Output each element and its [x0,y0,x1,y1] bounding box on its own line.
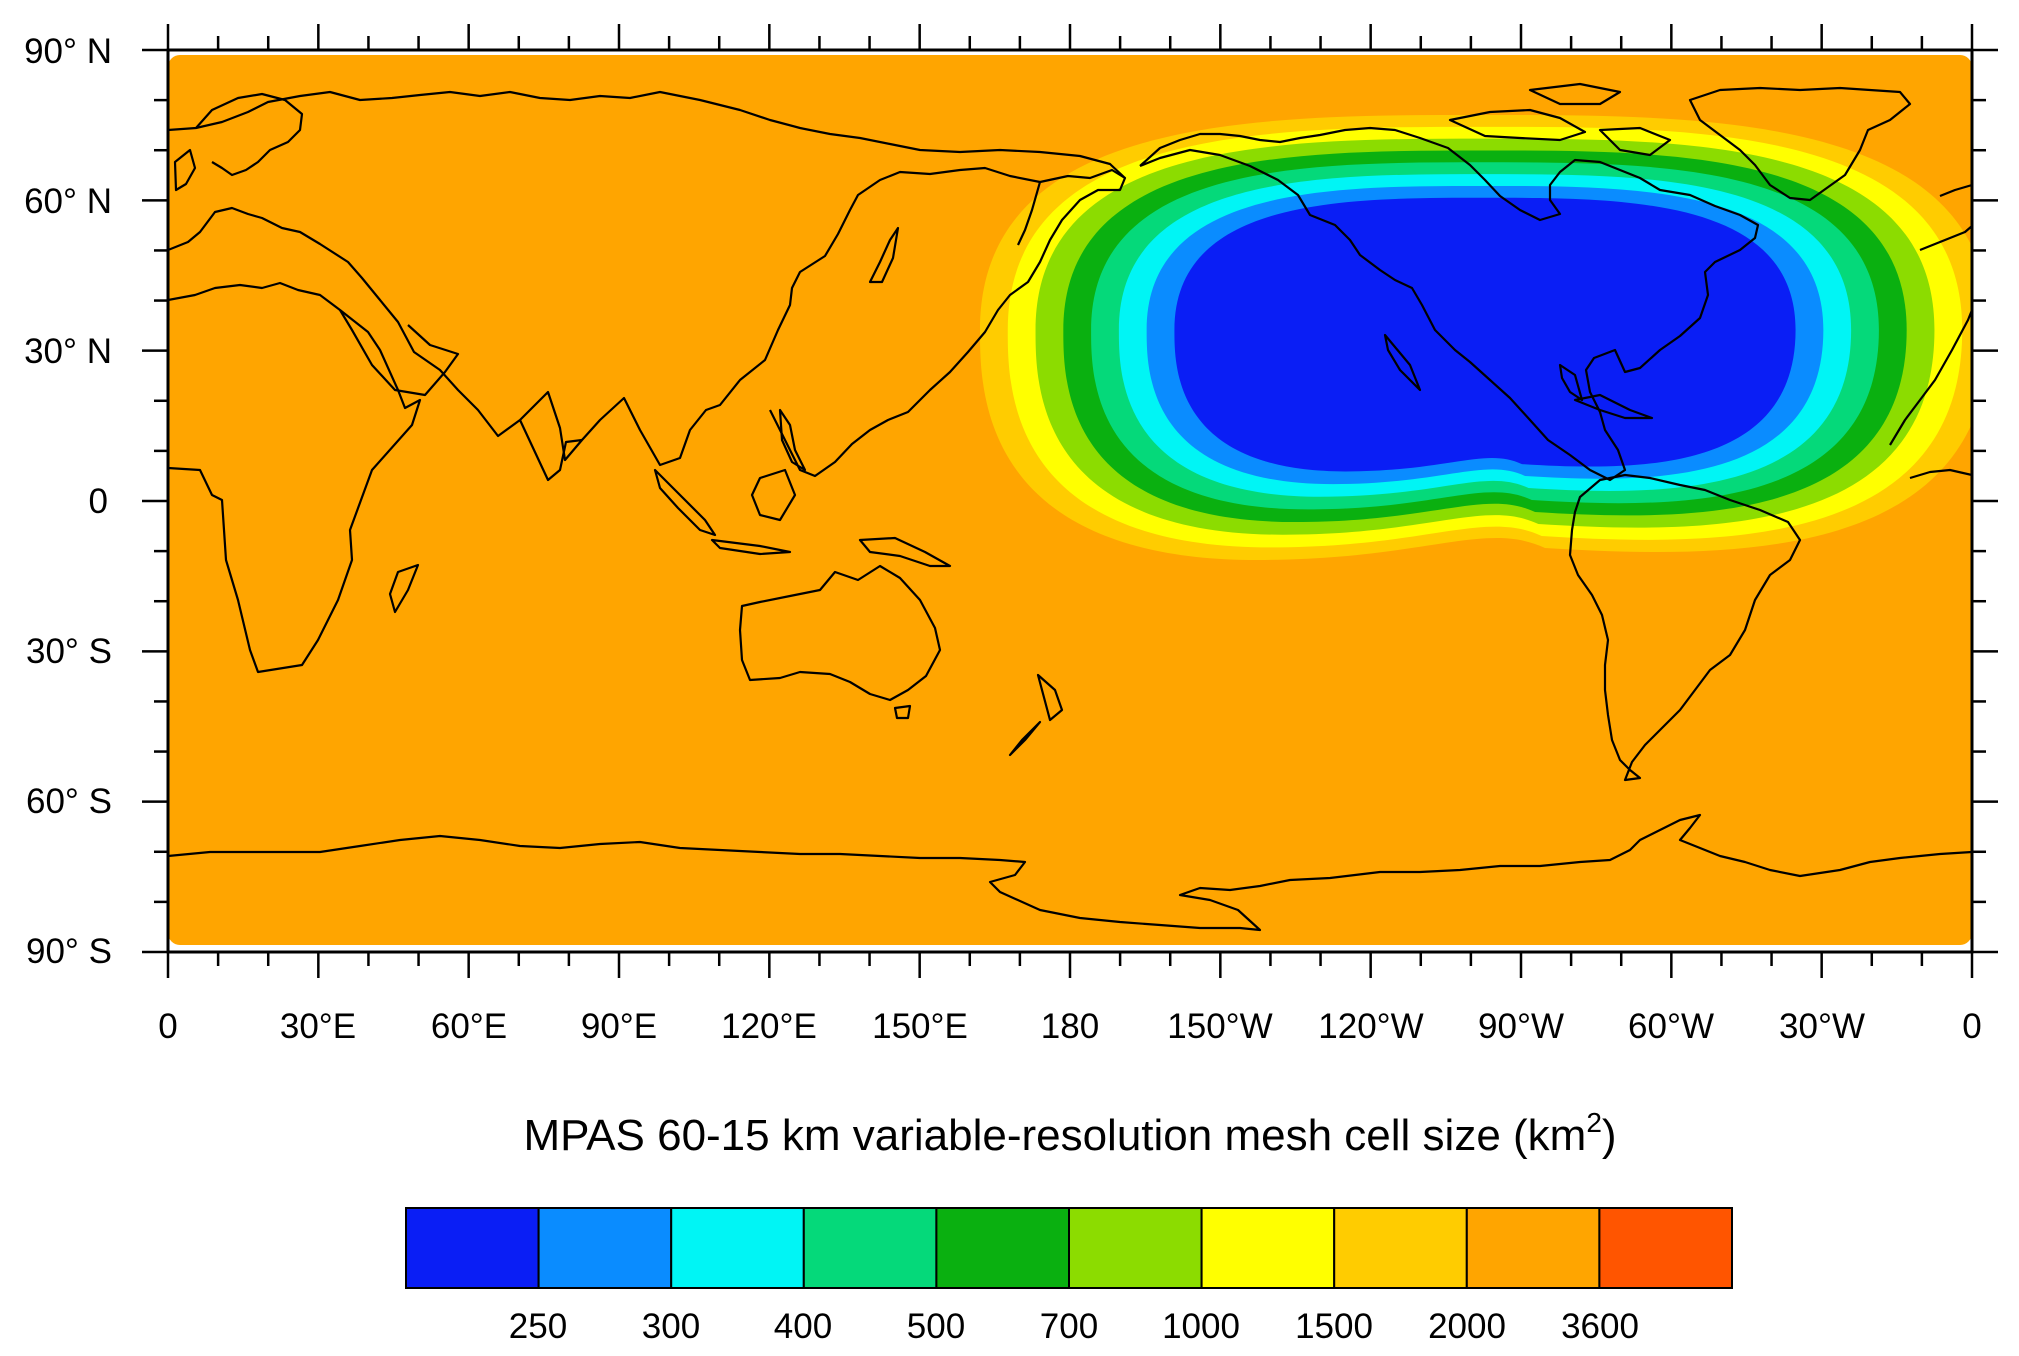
x-tick-label: 120°E [721,1007,817,1046]
coast-eurasia-south [168,166,1127,478]
colorbar [405,1207,1734,1289]
coast-cuba [1573,393,1654,420]
coast-madagascar [388,563,420,614]
coast-greenland [1688,86,1912,202]
x-tick-label: 90°W [1478,1007,1564,1046]
title-close: ) [1602,1111,1617,1160]
x-tick-label: 120°W [1318,1007,1423,1046]
x-tick-label: 30°E [280,1007,356,1046]
coast-arabia [339,309,460,397]
x-tick-label: 30°W [1779,1007,1865,1046]
coast-philippines [778,408,807,472]
coast-scandinavia [195,92,304,177]
coast-australia [738,564,942,702]
x-tick-label: 60°E [431,1007,507,1046]
x-tick-label: 150°W [1167,1007,1272,1046]
colorbar-swatch [935,1207,1071,1289]
x-tick-label: 0 [158,1007,177,1046]
y-tick-label: 60° S [26,782,112,821]
y-tick-label: 90° N [24,32,112,71]
colorbar-label: 2000 [1428,1307,1506,1346]
coast-java [710,538,792,556]
refinement-band [1174,197,1796,472]
colorbar-label: 500 [907,1307,965,1346]
colorbar-swatch [1333,1207,1468,1289]
coast-japan [868,226,900,284]
y-tick-label: 30° N [24,332,112,371]
refinement-region [980,115,1972,560]
coast-florida [1558,363,1584,402]
coast-antarctica [168,813,1972,932]
colorbar-swatch [802,1207,938,1289]
colorbar-label: 700 [1040,1307,1098,1346]
colorbar-label: 250 [509,1307,567,1346]
coast-uk [173,148,197,192]
colorbar-swatch [1200,1207,1336,1289]
colorbar-swatch [1465,1207,1601,1289]
coast-eurasia-north [168,90,1126,179]
colorbar-swatch [1068,1207,1203,1289]
x-tick-label: 0 [1962,1007,1981,1046]
y-tick-label: 90° S [26,932,112,971]
x-tick-label: 90°E [581,1007,657,1046]
coast-europe-west [1919,183,1972,252]
colorbar-label: 400 [774,1307,832,1346]
title-superscript: 2 [1586,1107,1602,1138]
coast-new-guinea [858,536,952,568]
y-axis-labels: 90° N 60° N 30° N 0 30° S 60° S 90° S [24,32,112,971]
coast-borneo [750,468,797,522]
coast-india [519,419,583,482]
x-axis-labels: 0 30°E 60°E 90°E 120°E 150°E 180 150°W 1… [158,1007,1981,1046]
colorbar-swatch [1598,1207,1734,1289]
y-tick-label: 60° N [24,182,112,221]
x-tick-label: 180 [1041,1007,1099,1046]
coast-south-america [1568,473,1802,782]
coast-africa-west [1889,309,1972,480]
map-title: MPAS 60-15 km variable-resolution mesh c… [523,1107,1616,1160]
colorbar-label: 1500 [1295,1307,1373,1346]
coast-arctic-islands [1448,82,1672,157]
coast-africa [168,281,422,674]
colorbar-label: 1000 [1162,1307,1240,1346]
coast-baja [1383,333,1422,392]
y-tick-label: 0 [89,482,108,521]
colorbar-swatch [537,1207,673,1289]
colorbar-swatch [405,1207,540,1289]
coast-sumatra [653,468,717,537]
coastlines [168,82,1972,932]
coast-new-zealand [1008,673,1064,757]
x-tick-label: 60°W [1628,1007,1714,1046]
colorbar-labels: 250 300 400 500 700 1000 1500 2000 3600 [509,1307,1639,1346]
y-tick-label: 30° S [26,632,112,671]
coast-kamchatka [1017,181,1042,246]
title-main: MPAS 60-15 km variable-resolution mesh c… [523,1111,1586,1160]
x-tick-label: 150°E [872,1007,968,1046]
coast-tasmania [893,704,912,720]
axis-ticks [142,24,1998,978]
colorbar-swatch [670,1207,805,1289]
colorbar-label: 300 [642,1307,700,1346]
colorbar-label: 3600 [1561,1307,1639,1346]
coast-north-america [1139,126,1760,482]
